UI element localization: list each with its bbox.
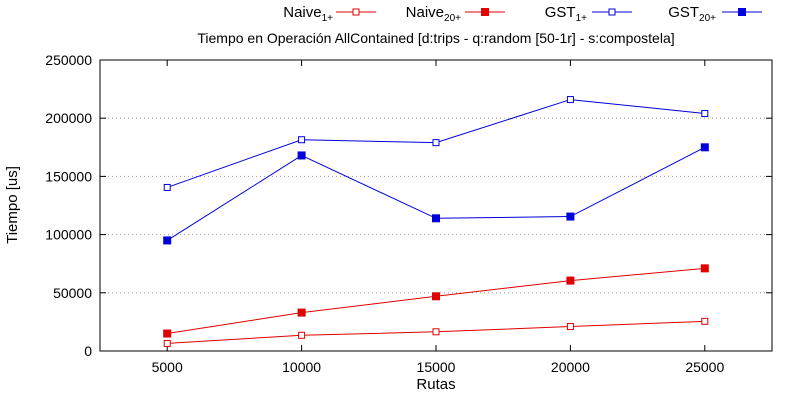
series-naive-20plus	[163, 264, 709, 338]
legend-marker	[738, 8, 746, 16]
y-tick-label: 250000	[45, 52, 92, 68]
legend-entry: Naive1+	[283, 4, 376, 24]
data-point	[701, 110, 709, 118]
series-layer	[163, 96, 709, 347]
series-gst-20plus	[163, 143, 709, 245]
y-tick-label: 200000	[45, 110, 92, 126]
y-tick-label: 150000	[45, 168, 92, 184]
series-line	[167, 267, 705, 335]
data-point	[297, 308, 306, 317]
legend-label-base: GST	[545, 4, 576, 21]
plot-frame	[99, 59, 773, 352]
legend-label-base: Naive	[283, 4, 321, 21]
data-point	[163, 329, 172, 338]
legend-label-subscript: 20+	[699, 13, 716, 24]
data-point	[432, 139, 440, 147]
data-point	[432, 214, 440, 223]
x-tick-label: 10000	[282, 359, 321, 375]
data-point	[700, 143, 709, 152]
data-point	[163, 183, 171, 191]
data-point	[297, 151, 306, 160]
data-point	[163, 339, 171, 347]
y-tick-label: 50000	[53, 285, 92, 301]
legend-entry: GST1+	[545, 4, 632, 24]
y-axis-title: Tiempo [us]	[4, 166, 21, 244]
data-point	[701, 317, 709, 325]
series-line	[166, 146, 706, 241]
data-point	[566, 212, 575, 221]
x-tick-label: 20000	[551, 359, 590, 375]
legend-entry: Naive20+	[406, 4, 505, 24]
legend-label: GST1+	[545, 4, 587, 24]
chart-title: Tiempo en Operación AllContained [d:trip…	[197, 30, 674, 46]
legend-label-subscript: 1+	[322, 13, 334, 24]
legend-marker	[608, 8, 616, 16]
data-point	[298, 331, 306, 339]
series-gst-1plus	[163, 96, 709, 191]
data-point	[566, 96, 574, 104]
y-tick-label: 0	[84, 343, 92, 359]
legend-label: Naive1+	[283, 4, 333, 24]
x-tick-label: 15000	[417, 359, 456, 375]
legend-marker	[481, 8, 489, 16]
data-point	[432, 328, 440, 336]
data-point	[298, 136, 306, 144]
legend-label-subscript: 1+	[576, 13, 588, 24]
legend-label-base: GST	[668, 4, 699, 21]
legend: Naive1+ Naive20+ GST1+ GST20+	[283, 4, 762, 24]
legend-label: GST20+	[668, 4, 716, 24]
data-point	[163, 236, 172, 245]
legend-label: Naive20+	[406, 4, 461, 24]
axis-ticks: 0 50000 100000 150000 200000 250000 5000 10000 1…	[45, 52, 772, 375]
x-tick-label: 25000	[685, 359, 724, 375]
legend-entry: GST20+	[668, 4, 762, 24]
data-point	[700, 264, 709, 273]
series-naive-1plus	[163, 317, 709, 347]
data-point	[432, 292, 440, 301]
x-tick-label: 5000	[152, 359, 183, 375]
legend-label-subscript: 20+	[444, 13, 461, 24]
legend-label-base: Naive	[406, 4, 444, 21]
y-tick-label: 100000	[45, 227, 92, 243]
data-point	[566, 276, 575, 285]
x-axis-title: Rutas	[416, 376, 455, 393]
data-point	[566, 323, 574, 331]
legend-marker	[352, 8, 360, 16]
